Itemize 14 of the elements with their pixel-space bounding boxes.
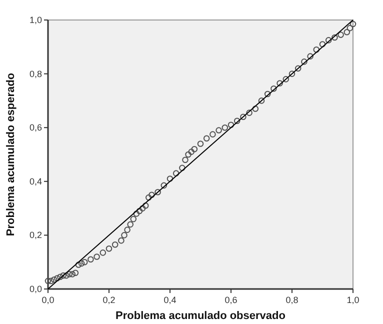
y-axis-title: Problema acumulado esperado [5,72,17,236]
x-tick-label: 0,0 [42,295,54,305]
x-tick-label: 0,4 [164,295,176,305]
y-tick-label: 0,8 [29,68,42,79]
y-tick-label: 1,0 [29,15,42,25]
x-axis-title: Problema acumulado observado [116,310,286,322]
x-tick-label: 0,2 [102,295,116,305]
y-tick-label: 0,6 [29,122,42,133]
y-tick-label: 0,0 [29,284,42,294]
x-tick-label: 0,6 [224,295,238,305]
x-tick-label: 0,8 [286,295,298,305]
y-tick-label: 0,4 [29,176,42,186]
x-tick-label: 1,0 [346,295,360,305]
y-tick-label: 0,2 [29,230,42,240]
